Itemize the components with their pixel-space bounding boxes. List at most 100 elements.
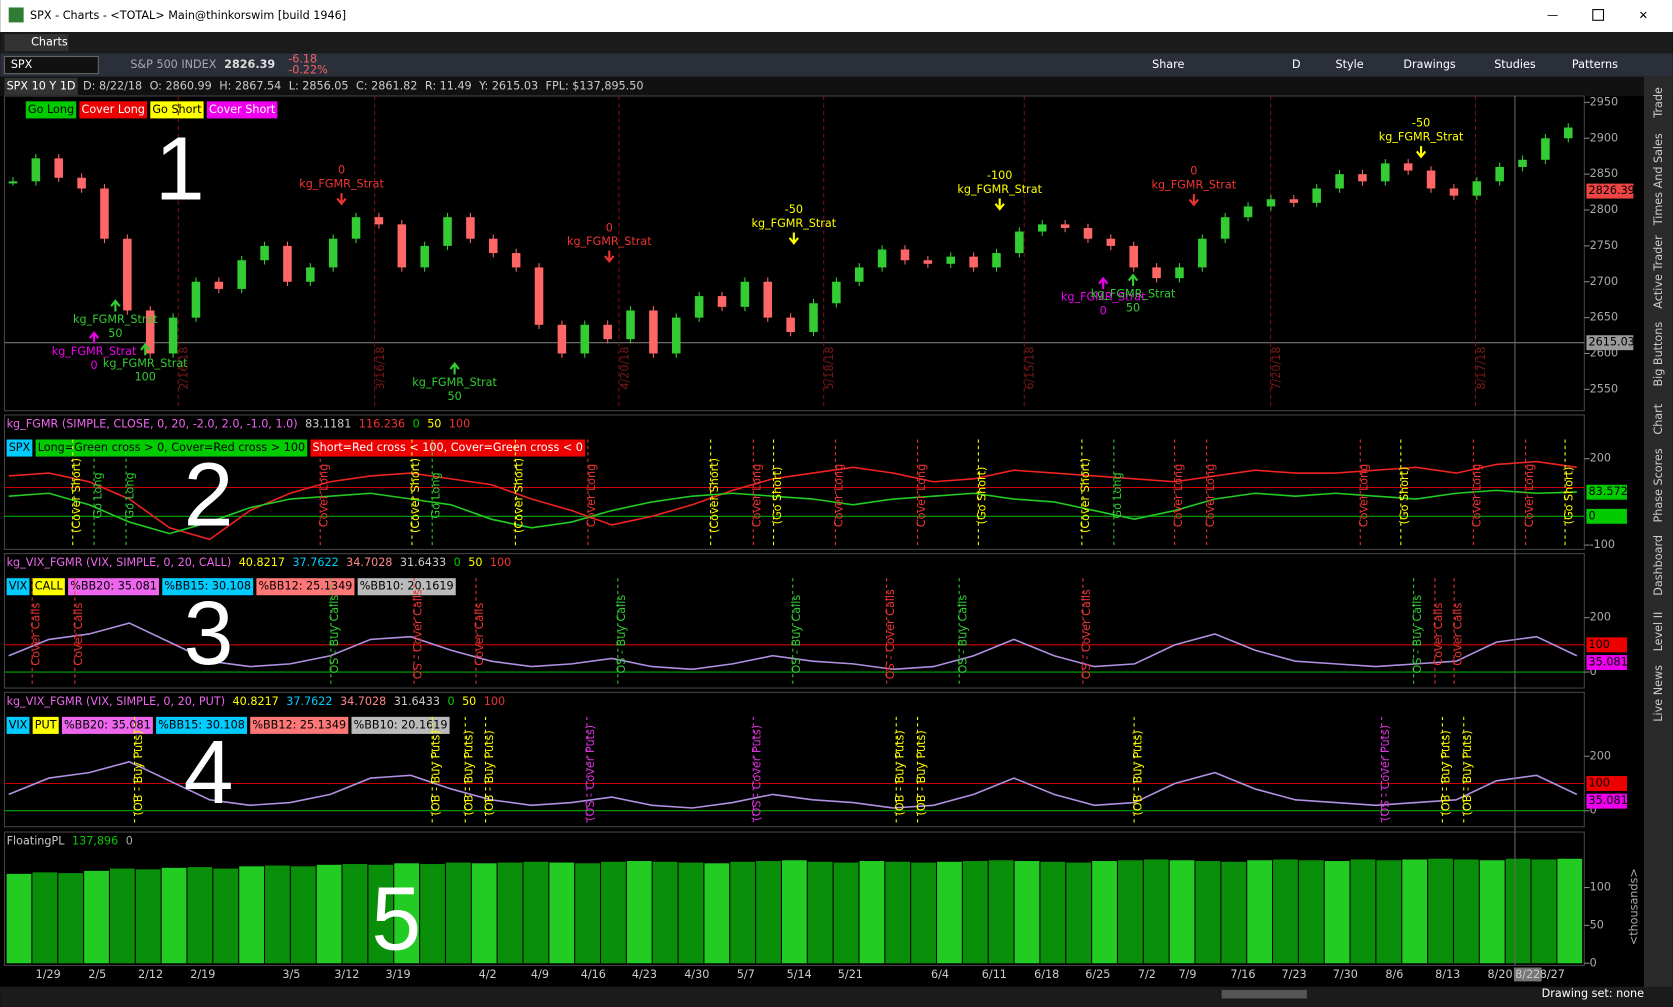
status-bar [0,986,1673,1007]
signal-value: 50 [447,390,461,403]
header-item: kg_VIX_FGMR (VIX, SIMPLE, 0, 20, CALL) [7,556,232,569]
sidebar-tab[interactable]: Trade [1652,87,1665,119]
value-tag [1586,793,1627,809]
pl-bar [652,861,678,964]
x-tick-label: 8/6 [1385,968,1403,981]
candle [1083,227,1093,239]
pl-bar [239,866,264,964]
x-tick-label: 6/18 [1034,968,1059,981]
toolbar-button[interactable]: Share [1152,58,1184,71]
pl-bar [1221,861,1247,964]
x-tick-label: 6/11 [982,968,1007,981]
x-tick-label: 7/2 [1138,968,1156,981]
signal-label: Go Long [1111,472,1124,518]
toolbar-button[interactable]: Style [1336,58,1364,71]
header-item: 31.6433 [400,556,446,569]
chip [79,101,148,119]
candle [923,260,933,264]
toolbar-button[interactable]: D [1292,58,1301,71]
signal-label: (OB - Buy Puts) [1461,730,1474,815]
header-item: Go Short [152,103,202,116]
panel-number: 1 [155,119,205,219]
header-item: 0 [454,556,461,569]
candle [1266,199,1276,207]
chip [61,716,153,734]
toolbar-button[interactable]: Patterns [1572,58,1618,71]
signal-label: (OS - Cover Puts) [584,725,597,821]
candle [854,267,864,282]
header-item: %BB20: 35.081 [64,718,151,731]
scrollbar[interactable] [1221,989,1307,999]
chip [35,439,308,457]
sidebar-tab[interactable]: Active Trader [1652,235,1665,309]
toolbar-button[interactable]: Drawings [1403,58,1456,71]
y-tick-label: 0 [1590,956,1597,969]
sidebar-tab[interactable]: Big Buttons [1652,322,1665,387]
pl-bar [1195,861,1221,964]
header-item: %BB15: 30.108 [158,718,245,731]
header-item: 50 [427,418,441,431]
panel-frame [3,414,1585,550]
signal-value: 0 [1190,165,1197,178]
pl-bar [471,863,497,964]
candle [420,245,429,268]
header-item: CALL [35,580,64,593]
maximize[interactable] [1592,9,1605,21]
candle [260,245,269,261]
pl-bar [135,869,161,964]
x-tick-label: 6/25 [1085,968,1110,981]
pl-bar [1428,858,1453,964]
header-item: 31.6433 [394,695,440,708]
pl-bar [1247,860,1272,964]
signal-label: (Go Short) [1398,467,1411,525]
close[interactable]: ✕ [1639,9,1648,22]
signal-value: 50 [1126,301,1140,314]
candle [237,260,246,289]
pl-bar [626,861,652,964]
sidebar-tab[interactable]: Phase Scores [1652,448,1665,522]
header-item: 0 [413,418,420,431]
charts-tab-label: Charts [31,36,68,49]
sidebar-tab[interactable]: Chart [1652,403,1665,434]
minimize[interactable]: — [1547,9,1558,22]
pl-bar [1505,858,1531,964]
candle [214,281,224,289]
header-item: Long=Green cross > 0, Cover=Red cross > … [38,441,305,454]
header-item: 100 [484,695,505,708]
candle [992,253,1001,268]
candle [374,217,384,225]
header-item: kg_VIX_FGMR (VIX, SIMPLE, 0, 20, PUT) [7,695,226,708]
chip [25,101,77,119]
sidebar-tab[interactable]: Level II [1652,612,1665,652]
sidebar-tab[interactable]: Times And Sales [1652,133,1665,226]
pl-bar [1014,861,1040,964]
sidebar-tab[interactable]: Live News [1652,665,1665,722]
x-tick-label: 4/16 [581,968,606,981]
y-tick-label: -100 [1590,538,1615,551]
symbol-box[interactable] [3,56,99,75]
chip [6,439,33,457]
signal-label: kg_FGMR_Strat [299,178,384,191]
period-date: 2/16/18 [178,346,191,389]
y-tick-label: 200 [1590,749,1611,762]
value-tag-label: 100 [1589,777,1610,790]
x-tick-label: 2/12 [138,968,163,981]
x-tick-label: 7/30 [1333,968,1358,981]
signal-arrow [336,193,347,206]
sidebar-tab[interactable]: Dashboard [1652,535,1665,596]
signal-label: Cover Calls [473,602,486,665]
charts-tab[interactable] [4,34,69,52]
candle [649,310,658,354]
pl-bar [445,862,471,964]
header-item: FPL: $137,895.50 [546,79,644,92]
price-tag-label: 2826.39 [1589,184,1635,197]
signal-label: kg_FGMR_Strat [52,345,137,358]
header-item: PUT [35,718,57,731]
signal-label: Cover Long [915,464,928,527]
signal-label: OS - Buy Calls [328,595,341,674]
y-tick-label: 2900 [1590,131,1618,144]
chip [351,716,450,734]
pl-bar [1092,861,1117,964]
signal-value: 100 [135,371,156,384]
toolbar-button[interactable]: Studies [1494,58,1536,71]
